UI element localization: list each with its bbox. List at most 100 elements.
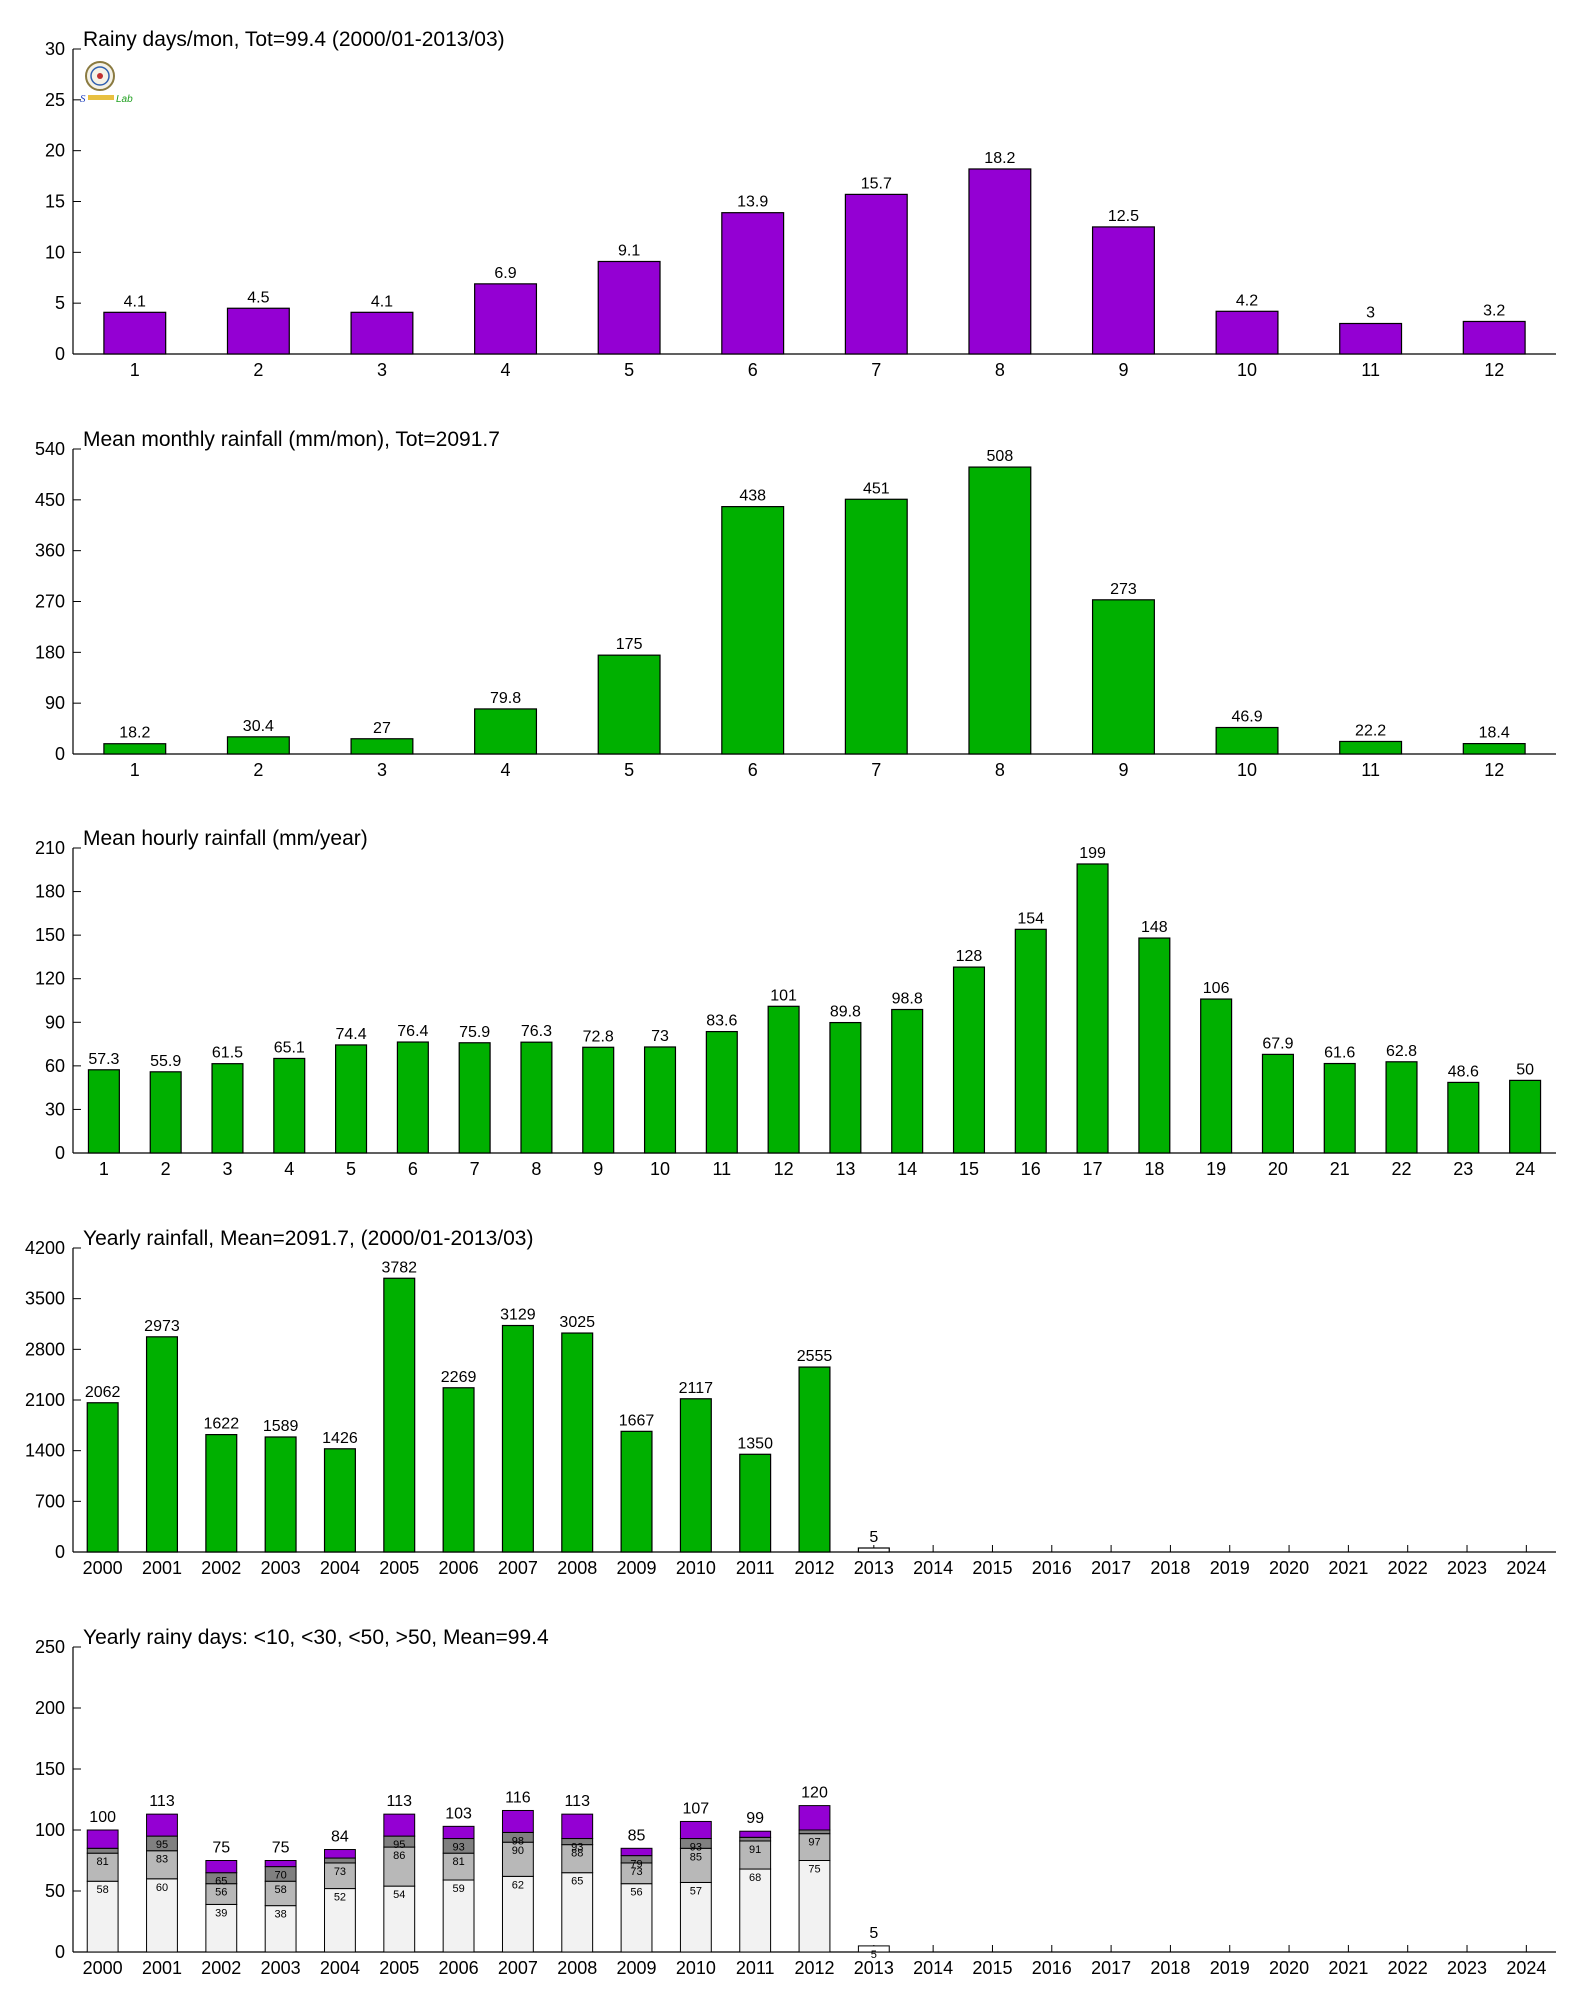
total-label: 99 [746, 1810, 764, 1827]
segment-label: 52 [334, 1892, 346, 1904]
data-label: 12.5 [1108, 208, 1139, 225]
total-label: 113 [387, 1793, 413, 1810]
bar [679, 1398, 712, 1553]
stacked-segment [146, 1878, 178, 1953]
x-tick-label: 12 [774, 1159, 794, 1179]
x-tick-label: 9 [593, 1159, 603, 1179]
segment-label: 56 [630, 1887, 642, 1899]
data-label: 67.9 [1262, 1035, 1293, 1052]
x-tick-label: 14 [897, 1159, 917, 1179]
x-tick-label: 2005 [379, 1558, 419, 1578]
segment-label: 81 [97, 1856, 109, 1868]
x-tick-label: 2018 [1150, 1958, 1190, 1978]
x-tick-label: 19 [1206, 1159, 1226, 1179]
y-tick-label: 30 [45, 39, 65, 59]
data-label: 4.2 [1236, 292, 1258, 309]
segment-label: 59 [452, 1883, 464, 1895]
y-tick-label: 0 [55, 344, 65, 364]
x-tick-label: 7 [470, 1159, 480, 1179]
data-label: 1622 [204, 1416, 240, 1433]
x-tick-label: 2003 [261, 1958, 301, 1978]
x-tick-label: 2015 [972, 1958, 1012, 1978]
y-tick-label: 5 [55, 293, 65, 313]
segment-label: 54 [393, 1889, 405, 1901]
data-label: 15.7 [861, 175, 892, 192]
y-tick-label: 60 [45, 1056, 65, 1076]
bar [323, 1448, 356, 1553]
stacked-segment [86, 1852, 119, 1882]
stacked-segment [798, 1833, 831, 1862]
x-tick-label: 16 [1021, 1159, 1041, 1179]
bar [264, 1436, 297, 1553]
total-label: 100 [89, 1809, 116, 1826]
segment-label: 83 [156, 1854, 168, 1866]
bar [1447, 1081, 1480, 1154]
stacked-segment [620, 1883, 653, 1953]
x-tick-label: 2008 [557, 1558, 597, 1578]
x-tick-label: 2021 [1328, 1558, 1368, 1578]
x-tick-label: 6 [748, 360, 758, 380]
bar [145, 1336, 179, 1553]
x-tick-label: 1 [99, 1159, 109, 1179]
stacked-segment [146, 1813, 178, 1837]
segment-label: 93 [452, 1842, 464, 1854]
x-tick-label: 2017 [1091, 1958, 1131, 1978]
segment-label: 65 [215, 1876, 227, 1888]
segment-label: 97 [808, 1837, 820, 1849]
chart-panel-1: Rainy days/mon, Tot=99.4 (2000/01-2013/0… [45, 28, 1556, 380]
segment-label: 86 [393, 1850, 405, 1862]
x-tick-label: 2007 [498, 1958, 538, 1978]
x-tick-label: 2008 [557, 1958, 597, 1978]
y-tick-label: 2800 [25, 1339, 65, 1359]
data-label: 1589 [263, 1418, 299, 1435]
data-label: 128 [956, 948, 983, 965]
bar [350, 738, 414, 755]
stacked-segment [798, 1805, 831, 1831]
data-label: 2973 [144, 1318, 180, 1335]
segment-label: 81 [452, 1856, 464, 1868]
x-tick-label: 8 [995, 360, 1005, 380]
bar [474, 708, 538, 755]
segment-label: 65 [571, 1876, 583, 1888]
y-tick-label: 90 [45, 1012, 65, 1032]
bar [561, 1332, 594, 1553]
data-label: 1350 [737, 1435, 773, 1452]
x-tick-label: 2002 [201, 1958, 241, 1978]
stacked-segment [86, 1880, 119, 1953]
bar [891, 1008, 924, 1154]
chart-panel-5: Yearly rainy days: <10, <30, <50, >50, M… [35, 1626, 1556, 1978]
bar [1200, 998, 1233, 1154]
x-tick-label: 3 [377, 360, 387, 380]
stacked-segment [383, 1813, 416, 1837]
bar [597, 260, 661, 355]
y-tick-label: 0 [55, 1542, 65, 1562]
data-label: 65.1 [274, 1039, 305, 1056]
x-tick-label: 2010 [676, 1558, 716, 1578]
total-label: 103 [445, 1805, 472, 1822]
x-tick-label: 6 [748, 760, 758, 780]
data-label: 46.9 [1231, 709, 1262, 726]
chart-title: Yearly rainy days: <10, <30, <50, >50, M… [83, 1626, 549, 1649]
bar [86, 1402, 119, 1553]
x-tick-label: 18 [1144, 1159, 1164, 1179]
data-label: 50 [1516, 1061, 1534, 1078]
data-label: 9.1 [618, 242, 640, 259]
chart-title: Yearly rainfall, Mean=2091.7, (2000/01-2… [83, 1227, 533, 1250]
stacked-segment [86, 1847, 119, 1854]
bar [1462, 743, 1526, 755]
y-tick-label: 360 [35, 541, 65, 561]
x-tick-label: 2002 [201, 1558, 241, 1578]
bar [87, 1069, 120, 1154]
chart-title: Mean hourly rainfall (mm/year) [83, 827, 368, 850]
x-tick-label: 8 [995, 760, 1005, 780]
y-tick-label: 700 [35, 1491, 65, 1511]
stacked-segment [383, 1885, 416, 1953]
chart-title: Rainy days/mon, Tot=99.4 (2000/01-2013/0… [83, 28, 505, 51]
chart-panel-3: Mean hourly rainfall (mm/year)0306090120… [35, 827, 1556, 1179]
bar [350, 311, 414, 355]
x-tick-label: 11 [1361, 760, 1380, 780]
bar [721, 506, 785, 755]
x-tick-label: 2022 [1388, 1558, 1428, 1578]
x-tick-label: 12 [1484, 760, 1504, 780]
